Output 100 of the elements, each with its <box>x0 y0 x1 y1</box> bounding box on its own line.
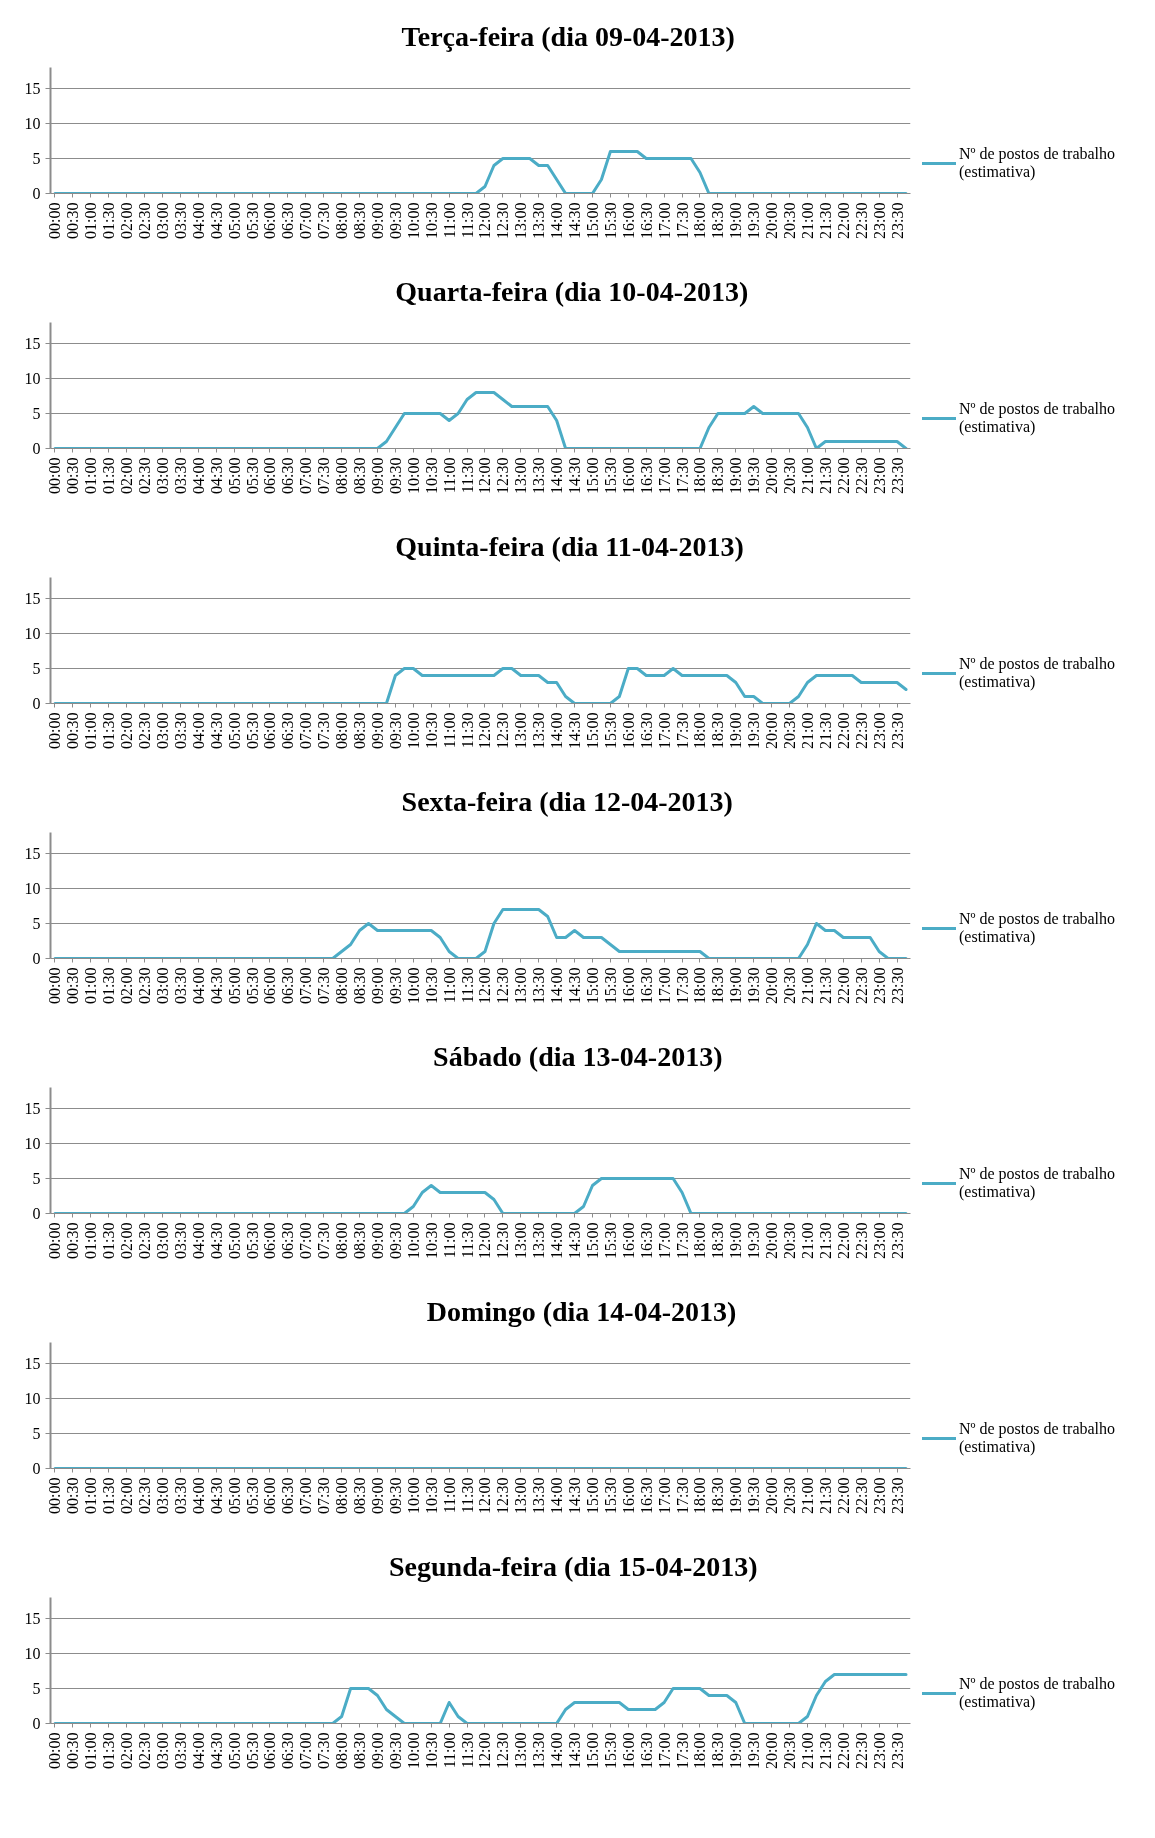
x-tick-label: 12:30 <box>494 202 512 239</box>
x-tick-label: 15:30 <box>601 712 619 749</box>
x-tick-label: 00:00 <box>46 1222 64 1259</box>
x-tick-label: 20:30 <box>781 1222 799 1259</box>
x-tick-label: 18:30 <box>709 712 727 749</box>
x-tick-label: 19:30 <box>745 1732 763 1769</box>
x-tick-label: 23:30 <box>888 1222 906 1259</box>
x-tick-label: 12:00 <box>476 967 494 1004</box>
x-tick-label: 23:30 <box>888 967 906 1004</box>
x-tick-label: 04:30 <box>207 457 225 494</box>
x-tick-label: 08:30 <box>351 967 369 1004</box>
x-tick-label: 14:00 <box>548 1222 566 1259</box>
x-tick-label: 06:30 <box>279 202 297 239</box>
x-tick-label: 01:00 <box>82 457 100 494</box>
x-tick-label: 05:30 <box>243 457 261 494</box>
x-tick-label: 00:30 <box>64 712 82 749</box>
x-tick-label: 11:30 <box>458 1222 476 1259</box>
x-tick-label: 17:00 <box>655 1222 673 1259</box>
x-tick-label: 00:30 <box>64 1477 82 1514</box>
x-tick-label: 03:00 <box>153 1222 171 1259</box>
x-tick-label: 01:00 <box>82 1732 100 1769</box>
legend-label: Nº de postos de trabalho (estimativa) <box>959 1165 1116 1201</box>
y-tick-label: 5 <box>32 1425 41 1442</box>
x-tick-label: 03:00 <box>153 202 171 239</box>
x-tick-label: 14:00 <box>548 712 566 749</box>
x-tick-label: 17:30 <box>673 1477 691 1514</box>
x-tick-label: 14:30 <box>566 1732 584 1769</box>
x-tick-label: 01:30 <box>100 1222 118 1259</box>
x-tick-label: 17:00 <box>655 712 673 749</box>
x-tick-label: 19:30 <box>745 967 763 1004</box>
x-tick-label: 00:00 <box>46 457 64 494</box>
x-tick-label: 08:30 <box>351 1222 369 1259</box>
x-tick-label: 14:00 <box>548 967 566 1004</box>
y-tick-label: 10 <box>24 115 41 132</box>
x-tick-label: 17:00 <box>655 967 673 1004</box>
x-tick-label: 11:00 <box>440 1732 458 1769</box>
x-tick-label: 12:30 <box>494 457 512 494</box>
x-tick-label: 09:30 <box>386 457 404 494</box>
x-tick-label: 02:00 <box>118 202 136 239</box>
x-tick-label: 01:00 <box>82 712 100 749</box>
x-tick-label: 03:30 <box>171 457 189 494</box>
y-tick-label: 15 <box>24 335 41 352</box>
x-tick-label: 23:30 <box>888 457 906 494</box>
x-tick-label: 09:00 <box>368 1477 386 1514</box>
x-tick-label: 04:30 <box>207 1732 225 1769</box>
x-tick-label: 15:30 <box>601 967 619 1004</box>
x-tick-label: 22:00 <box>834 712 852 749</box>
x-tick-label: 22:30 <box>852 712 870 749</box>
x-tick-label: 03:30 <box>171 1477 189 1514</box>
x-tick-label: 04:30 <box>207 1477 225 1514</box>
x-tick-label: 21:30 <box>816 1732 834 1769</box>
x-tick-label: 20:00 <box>763 1732 781 1769</box>
x-tick-label: 09:00 <box>368 1222 386 1259</box>
x-tick-label: 01:00 <box>82 1477 100 1514</box>
x-tick-label: 12:00 <box>476 1477 494 1514</box>
x-tick-label: 14:30 <box>566 202 584 239</box>
y-tick-label: 10 <box>24 1390 41 1407</box>
x-tick-label: 13:30 <box>530 1222 548 1259</box>
x-tick-label: 13:30 <box>530 202 548 239</box>
x-tick-label: 13:30 <box>530 1477 548 1514</box>
x-tick-label: 13:00 <box>512 967 530 1004</box>
x-tick-label: 12:00 <box>476 1732 494 1769</box>
x-tick-label: 10:30 <box>422 202 440 239</box>
x-tick-label: 19:00 <box>727 1732 745 1769</box>
x-tick-label: 11:30 <box>458 1477 476 1514</box>
y-tick-label: 15 <box>24 80 41 97</box>
x-tick-label: 07:30 <box>315 1222 333 1259</box>
x-tick-label: 06:00 <box>261 1477 279 1514</box>
x-tick-label: 05:30 <box>243 202 261 239</box>
x-tick-label: 02:00 <box>118 1222 136 1259</box>
x-tick-label: 05:30 <box>243 1222 261 1259</box>
x-tick-label: 21:30 <box>816 1222 834 1259</box>
x-tick-label: 13:00 <box>512 1222 530 1259</box>
legend-label: Nº de postos de trabalho (estimativa) <box>959 1675 1116 1711</box>
x-tick-label: 14:30 <box>566 457 584 494</box>
x-tick-label: 22:00 <box>834 1222 852 1259</box>
x-tick-label: 22:00 <box>834 967 852 1004</box>
x-tick-label: 06:00 <box>261 967 279 1004</box>
x-tick-label: 01:30 <box>100 1732 118 1769</box>
x-tick-label: 18:30 <box>709 457 727 494</box>
x-tick-label: 01:30 <box>100 967 118 1004</box>
x-tick-label: 22:30 <box>852 202 870 239</box>
x-tick-label: 12:30 <box>494 1477 512 1514</box>
x-tick-label: 20:00 <box>763 1477 781 1514</box>
y-tick-label: 15 <box>24 1100 41 1117</box>
x-tick-label: 11:00 <box>440 967 458 1004</box>
x-tick-label: 04:30 <box>207 712 225 749</box>
x-tick-label: 01:30 <box>100 1477 118 1514</box>
x-tick-label: 18:00 <box>691 1732 709 1769</box>
x-tick-label: 02:00 <box>118 967 136 1004</box>
x-tick-label: 17:30 <box>673 202 691 239</box>
x-tick-label: 04:30 <box>207 1222 225 1259</box>
x-tick-label: 12:30 <box>494 1222 512 1259</box>
x-tick-label: 01:30 <box>100 457 118 494</box>
x-tick-label: 13:00 <box>512 712 530 749</box>
x-tick-label: 11:30 <box>458 712 476 749</box>
x-tick-label: 01:00 <box>82 1222 100 1259</box>
x-tick-label: 08:30 <box>351 457 369 494</box>
y-tick-label: 15 <box>24 590 41 607</box>
x-tick-label: 19:30 <box>745 202 763 239</box>
